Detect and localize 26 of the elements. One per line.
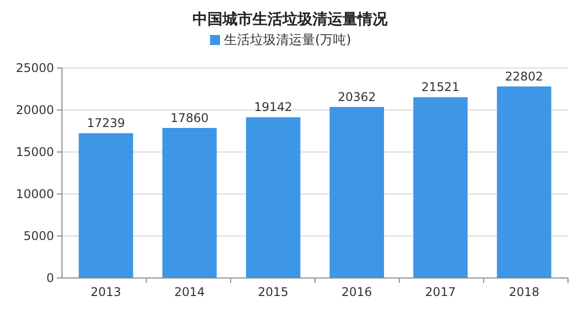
y-tick-label: 0 [46, 271, 54, 285]
bar [413, 97, 468, 278]
x-tick-label: 2017 [425, 285, 456, 299]
y-tick-label: 5000 [23, 229, 54, 243]
y-tick-label: 20000 [16, 103, 54, 117]
bar [78, 133, 134, 278]
data-label: 20362 [338, 90, 376, 104]
legend-label: 生活垃圾清运量(万吨) [224, 33, 352, 48]
x-tick-label: 2015 [258, 285, 288, 299]
data-label: 22802 [504, 69, 544, 84]
x-tick-label: 2016 [342, 285, 372, 299]
bar [330, 106, 384, 278]
x-tick-label: 2018 [508, 285, 540, 299]
y-tick-label: 25000 [16, 61, 54, 75]
y-tick-label: 10000 [16, 187, 54, 201]
bar [162, 128, 217, 278]
y-tick-label: 15000 [16, 145, 54, 159]
chart-title: 中国城市生活垃圾清运量情况 [192, 10, 388, 28]
data-label: 19142 [254, 100, 292, 114]
bar [246, 117, 300, 278]
data-label: 21521 [421, 80, 460, 94]
data-label: 17239 [86, 116, 126, 130]
x-tick-label: 2014 [174, 285, 205, 299]
x-tick-label: 2013 [90, 285, 122, 299]
bar [496, 86, 552, 278]
data-label: 17860 [170, 110, 209, 125]
